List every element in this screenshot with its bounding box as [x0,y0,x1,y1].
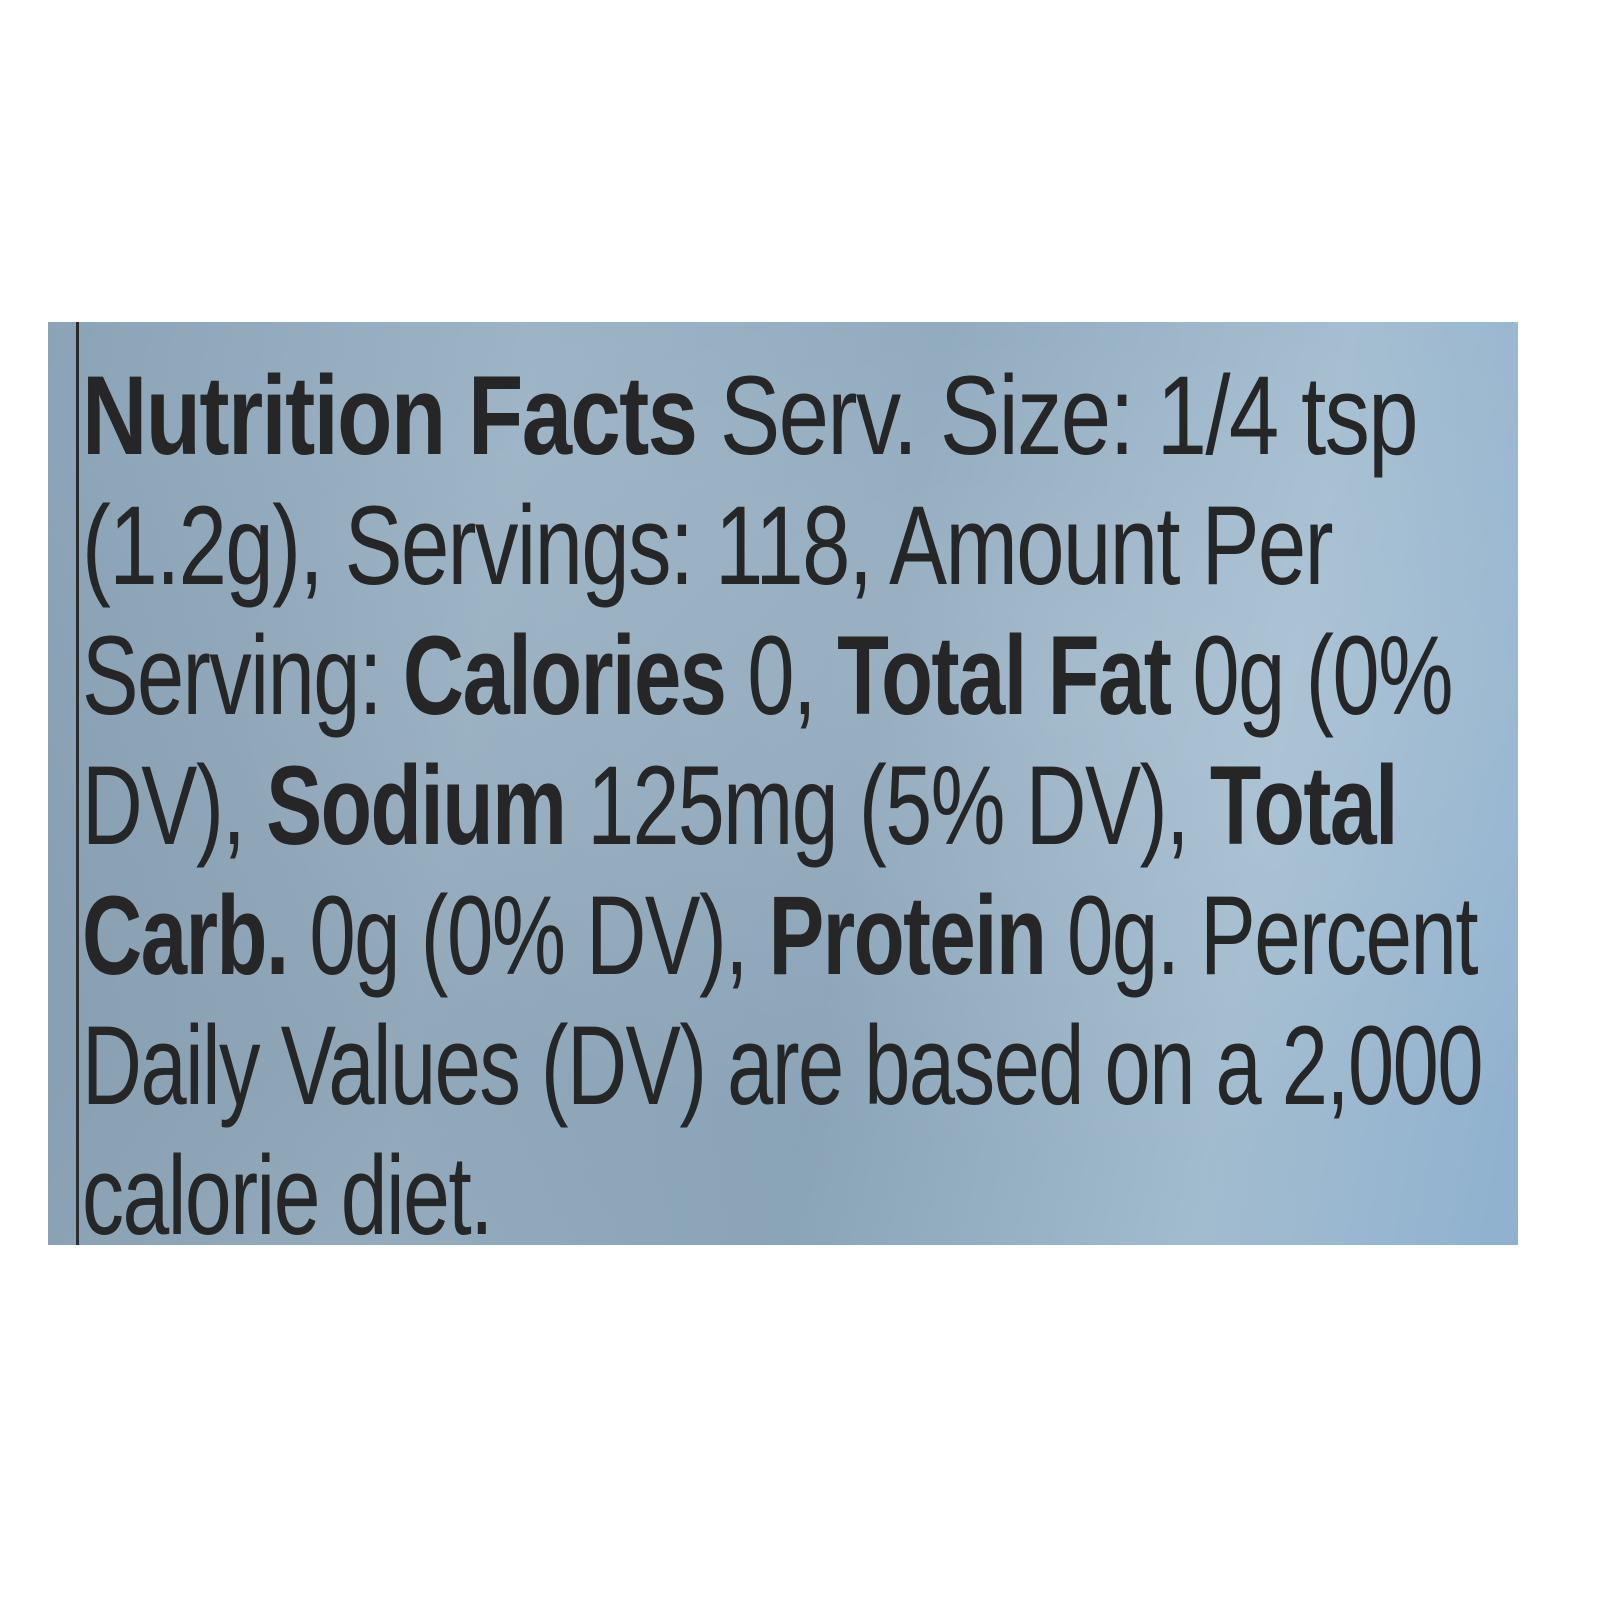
label-line: calorie diet. [82,1140,493,1246]
label-line: Serving: Calories 0, Total Fat 0g (0% [82,620,1454,732]
label-text: 0g (0% [1192,613,1453,738]
label-text: Daily Values (DV) are based on a 2,000 [82,1003,1483,1128]
label-text: calorie diet. [82,1133,493,1246]
label-bold-text: Sodium [266,743,588,868]
label-text: Serving: [82,613,403,738]
nutrition-label: Nutrition Facts Serv. Size: 1/4 tsp (1.2g… [48,322,1518,1245]
label-line: Nutrition Facts Serv. Size: 1/4 tsp [82,360,1419,472]
label-text: Serv. Size: 1/4 tsp [719,353,1419,478]
label-bold-text: Nutrition Facts [82,353,720,478]
label-bold-text: Total [1209,743,1399,868]
label-bold-text: Calories [402,613,748,738]
label-line: Carb. 0g (0% DV), Protein 0g. Percent [82,880,1478,992]
label-line: Daily Values (DV) are based on a 2,000 [82,1010,1483,1122]
label-text: 0g. Percent [1067,873,1478,998]
label-line: (1.2g), Servings: 118, Amount Per [82,490,1334,602]
label-bold-text: Total Fat [837,613,1193,738]
label-text: 0, [747,613,838,738]
label-bold-text: Carb. [82,873,310,998]
label-border-rule [76,322,79,1245]
label-text: 125mg (5% DV), [587,743,1210,868]
label-text: (1.2g), Servings: 118, Amount Per [82,483,1334,608]
label-bold-text: Protein [768,873,1068,998]
label-text: 0g (0% DV), [309,873,769,998]
label-text: DV), [82,743,267,868]
label-line: DV), Sodium 125mg (5% DV), Total [82,750,1399,862]
